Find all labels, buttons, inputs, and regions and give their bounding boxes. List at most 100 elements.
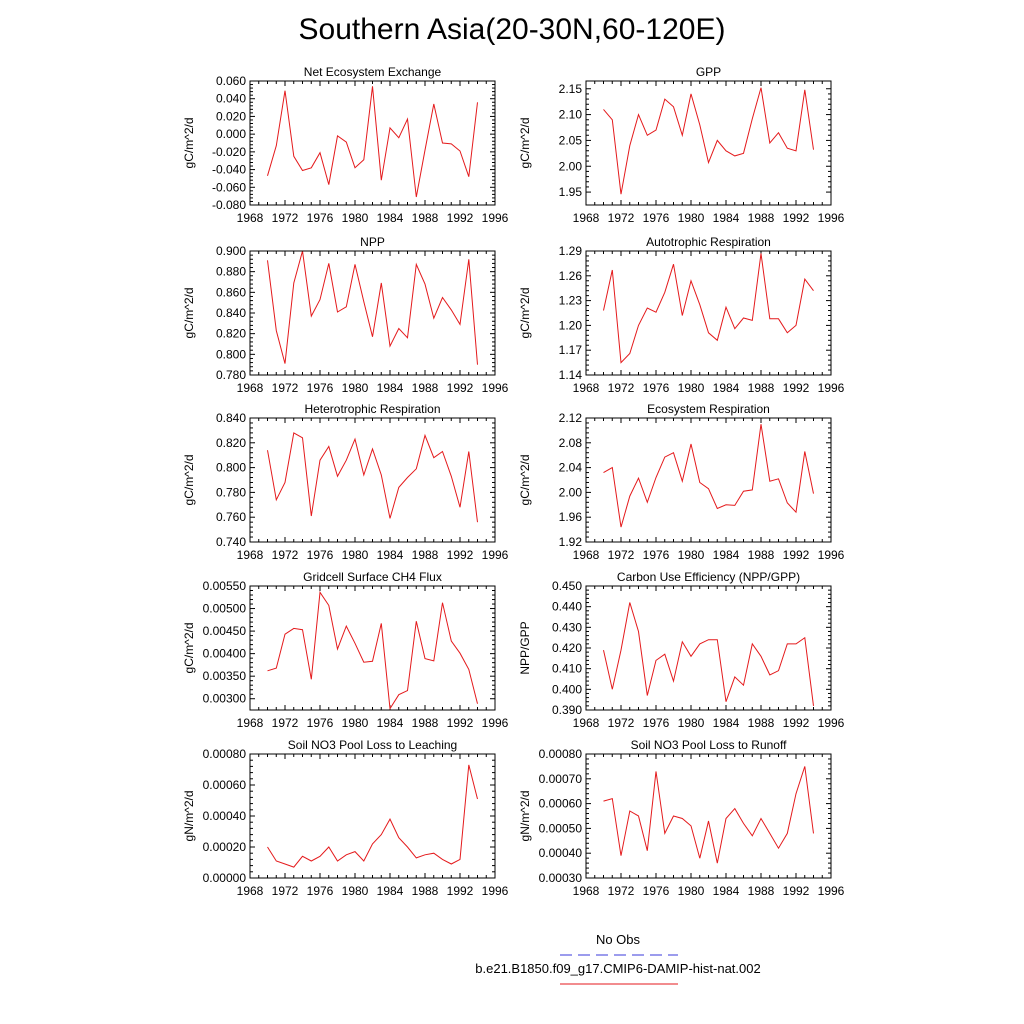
panel-1: Net Ecosystem Exchange gC/m^2/d -0.080 -0.0… [182, 65, 509, 225]
y-tick-label: 0.840 [216, 306, 246, 320]
x-tick-label: 1980 [342, 884, 369, 898]
series-line [603, 602, 814, 706]
panel-3: NPP gC/m^2/d 0.780 0.800 0.820 0.840 0.860 0.88… [182, 235, 509, 395]
y-tick-label: 0.00000 [203, 871, 247, 885]
y-tick-label: 0.00300 [203, 692, 247, 706]
plot-frame [249, 417, 496, 543]
plot-frame [249, 753, 496, 879]
x-tick-label: 1996 [818, 381, 845, 395]
y-tick-label: 0.060 [216, 74, 246, 88]
y-tick-label: 0.760 [216, 510, 246, 524]
legend-label-model: b.e21.B1850.f09_g17.CMIP6-DAMIP-hist-nat… [475, 961, 761, 976]
y-tick-label: 1.14 [559, 368, 583, 382]
x-tick-label: 1972 [272, 884, 299, 898]
x-tick-label: 1980 [342, 211, 369, 225]
y-axis-label: gC/m^2/d [182, 455, 196, 506]
y-axis-label: NPP/GPP [518, 621, 532, 674]
y-axis-label: gC/m^2/d [182, 288, 196, 339]
x-tick-label: 1980 [342, 716, 369, 730]
x-tick-label: 1976 [643, 381, 670, 395]
panel-10: Soil NO3 Pool Loss to Runoff gN/m^2/d 0.00… [518, 738, 845, 898]
series-line [603, 766, 814, 864]
x-tick-label: 1992 [783, 716, 810, 730]
y-tick-label: 0.00400 [203, 647, 247, 661]
plot-frame [249, 250, 496, 376]
panel-6: Ecosystem Respiration gC/m^2/d 1.92 1.96 2.0… [518, 402, 845, 562]
y-tick-label: -0.060 [212, 180, 246, 194]
y-axis-label: gC/m^2/d [518, 455, 532, 506]
y-tick-label: -0.080 [212, 198, 246, 212]
x-tick-label: 1996 [818, 716, 845, 730]
y-tick-label: 0.00030 [539, 871, 583, 885]
panel-title: Soil NO3 Pool Loss to Runoff [631, 738, 788, 752]
x-tick-label: 1984 [713, 381, 740, 395]
y-tick-label: 0.450 [552, 579, 582, 593]
y-tick-label: 1.26 [559, 269, 583, 283]
x-tick-label: 1984 [377, 211, 404, 225]
series-line [603, 253, 814, 364]
x-tick-label: 1976 [307, 381, 334, 395]
x-tick-label: 1992 [447, 211, 474, 225]
x-tick-label: 1968 [573, 211, 600, 225]
y-axis-label: gC/m^2/d [518, 288, 532, 339]
x-tick-label: 1996 [482, 381, 509, 395]
y-tick-label: 0.00080 [539, 747, 583, 761]
panel-title: Net Ecosystem Exchange [304, 65, 442, 79]
y-tick-label: 0.00350 [203, 669, 247, 683]
x-tick-label: 1972 [608, 884, 635, 898]
y-tick-label: 1.23 [559, 294, 583, 308]
x-tick-label: 1996 [482, 548, 509, 562]
x-tick-label: 1976 [307, 716, 334, 730]
x-tick-label: 1996 [482, 716, 509, 730]
y-tick-label: 0.840 [216, 411, 246, 425]
y-tick-label: 0.860 [216, 285, 246, 299]
x-tick-label: 1988 [412, 716, 439, 730]
plot-frame [585, 80, 832, 206]
x-tick-label: 1984 [377, 716, 404, 730]
x-tick-label: 1984 [713, 211, 740, 225]
y-tick-label: 0.00080 [203, 747, 247, 761]
y-axis-label: gC/m^2/d [518, 118, 532, 169]
series-line [267, 432, 478, 523]
plot-frame [585, 250, 832, 376]
x-tick-label: 1988 [412, 381, 439, 395]
y-tick-label: 0.430 [552, 620, 582, 634]
x-tick-label: 1988 [748, 716, 775, 730]
y-tick-label: 0.00500 [203, 602, 247, 616]
y-tick-label: 0.900 [216, 244, 246, 258]
x-tick-label: 1968 [573, 884, 600, 898]
plot-frame [249, 80, 496, 206]
y-tick-label: 0.000 [216, 127, 246, 141]
y-tick-label: 0.780 [216, 368, 246, 382]
plot-frame [249, 585, 496, 711]
x-tick-label: 1992 [447, 884, 474, 898]
x-tick-label: 1972 [272, 548, 299, 562]
x-tick-label: 1976 [643, 884, 670, 898]
y-axis-label: gN/m^2/d [182, 791, 196, 842]
y-tick-label: 0.400 [552, 682, 582, 696]
y-tick-label: 0.00060 [203, 778, 247, 792]
x-tick-label: 1988 [412, 548, 439, 562]
y-tick-label: -0.020 [212, 145, 246, 159]
x-tick-label: 1976 [643, 716, 670, 730]
y-tick-label: 0.00070 [539, 772, 583, 786]
y-tick-label: 2.05 [559, 133, 583, 147]
panel-2: GPP gC/m^2/d 1.95 2.00 2.05 2.10 2.15 1968 1972 1… [518, 65, 845, 225]
panel-title: Carbon Use Efficiency (NPP/GPP) [617, 570, 800, 584]
y-tick-label: 2.00 [559, 159, 583, 173]
x-tick-label: 1992 [447, 716, 474, 730]
x-tick-label: 1976 [307, 548, 334, 562]
y-axis-label: gC/m^2/d [182, 118, 196, 169]
x-tick-label: 1972 [608, 716, 635, 730]
x-tick-label: 1968 [237, 381, 264, 395]
panel-7: Gridcell Surface CH4 Flux gC/m^2/d 0.00300… [182, 570, 509, 730]
y-tick-label: 0.040 [216, 92, 246, 106]
x-tick-label: 1988 [748, 381, 775, 395]
series-line [267, 250, 478, 365]
x-tick-label: 1992 [447, 381, 474, 395]
y-tick-label: 1.96 [559, 510, 583, 524]
x-tick-label: 1980 [678, 548, 705, 562]
y-tick-label: 0.00450 [203, 624, 247, 638]
y-tick-label: 0.820 [216, 327, 246, 341]
